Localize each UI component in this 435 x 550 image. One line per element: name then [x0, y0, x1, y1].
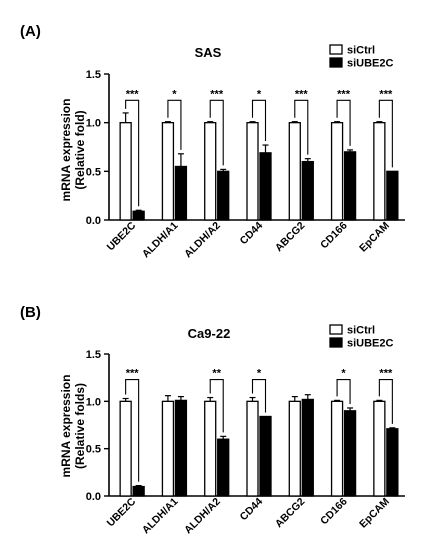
significance-label: * [341, 368, 346, 380]
x-tick-label: ABCG2 [273, 496, 308, 531]
bar-sictrl [246, 400, 259, 497]
y-tick-label: 1.5 [86, 69, 101, 81]
significance-label: *** [210, 88, 224, 100]
bar-sictrl [330, 400, 344, 497]
x-tick-label: EpCAM [357, 495, 392, 530]
significance-label: *** [337, 88, 351, 100]
y-tick-label: 1.5 [86, 349, 101, 361]
y-tick-label: 0.0 [86, 491, 101, 503]
x-tick-label: ABCG2 [273, 220, 308, 255]
y-axis-label-line: mRNA expression [59, 375, 73, 478]
significance-bracket [209, 99, 224, 166]
bar-sictrl [161, 400, 175, 497]
significance-label: * [257, 88, 262, 100]
x-tick-label: ALDH/A1 [140, 496, 181, 537]
legend-swatch-siube2c [329, 337, 343, 348]
bar-siube2c [386, 428, 399, 497]
y-tick-label: 0.5 [86, 166, 101, 178]
x-tick-label: UBE2C [105, 495, 139, 529]
bar-siube2c [301, 160, 314, 221]
bar-siube2c [217, 438, 230, 497]
bar-siube2c [301, 398, 314, 497]
significance-bracket [167, 99, 182, 150]
bar-siube2c [343, 410, 357, 497]
legend-label: siUBE2C [347, 58, 394, 70]
significance-label: *** [126, 88, 140, 100]
significance-bracket [336, 99, 351, 146]
x-tick-label: UBE2C [105, 219, 139, 253]
y-axis-label-line: mRNA expression [59, 99, 73, 202]
bar-sictrl [288, 122, 301, 221]
bar-siube2c [217, 170, 230, 221]
significance-label: *** [379, 88, 393, 100]
bar-siube2c [132, 210, 145, 221]
y-tick-label: 1.0 [86, 118, 101, 130]
significance-bracket [251, 379, 267, 413]
significance-label: * [257, 368, 262, 380]
chart-panel-b: (B) Ca9-22 mRNA expression(Relative folds)… [20, 304, 405, 536]
significance-label: *** [126, 368, 140, 380]
bar-sictrl [373, 122, 386, 221]
x-tick-label: CD44 [238, 496, 266, 524]
bar-sictrl [288, 400, 301, 497]
y-axis-label: mRNA expression(Relative fold) [59, 99, 87, 202]
chart-title: Ca9-22 [188, 326, 231, 341]
x-tick-label: EpCAM [357, 219, 392, 254]
legend-swatch-sictrl [329, 44, 343, 55]
bar-siube2c [386, 170, 399, 221]
significance-bracket [209, 379, 224, 433]
bar-siube2c [174, 165, 188, 221]
bar-siube2c [259, 152, 272, 221]
significance-bracket [378, 99, 393, 168]
x-tick-label: CD166 [318, 220, 350, 252]
y-tick-label: 0.5 [86, 444, 101, 456]
bar-sictrl [119, 122, 132, 221]
legend-label: siCtrl [347, 325, 375, 337]
significance-bracket [378, 379, 393, 424]
bar-siube2c [343, 151, 357, 221]
bar-sictrl [204, 122, 217, 221]
bar-siube2c [259, 415, 272, 497]
bar-sictrl [204, 400, 217, 497]
bar-siube2c [132, 485, 145, 497]
bar-sictrl [373, 400, 386, 497]
x-tick-label: CD44 [238, 220, 266, 248]
bar-sictrl [119, 400, 132, 497]
legend-label: siUBE2C [347, 338, 394, 350]
panel-label: (B) [20, 304, 41, 321]
significance-bracket [125, 99, 140, 207]
legend-swatch-sictrl [329, 324, 343, 335]
bar-sictrl [246, 122, 259, 221]
y-axis-label-line: (Relative folds) [73, 383, 87, 469]
significance-label: *** [295, 88, 309, 100]
bar-siube2c [174, 399, 188, 497]
significance-label: *** [379, 368, 393, 380]
y-tick-label: 1.0 [86, 396, 101, 408]
legend-swatch-siube2c [329, 57, 343, 68]
x-tick-label: ALDH/A2 [182, 496, 223, 537]
bar-sictrl [330, 122, 344, 221]
panel-label: (A) [20, 23, 41, 40]
significance-bracket [125, 379, 140, 482]
significance-bracket [251, 99, 267, 142]
x-tick-label: CD166 [318, 496, 350, 528]
bar-sictrl [161, 122, 175, 221]
chart-title: SAS [195, 45, 222, 60]
legend-label: siCtrl [347, 45, 375, 57]
y-axis-label-line: (Relative fold) [73, 110, 87, 189]
significance-bracket [294, 99, 309, 155]
y-tick-label: 0.0 [86, 215, 101, 227]
x-tick-label: ALDH/A1 [140, 220, 181, 261]
chart-panel-a: (A) SAS mRNA expression(Relative fold) 0.0 0… [20, 23, 405, 260]
x-tick-label: ALDH/A2 [182, 220, 223, 261]
significance-label: ** [212, 368, 221, 380]
significance-label: * [172, 88, 177, 100]
significance-bracket [336, 379, 351, 404]
y-axis-label: mRNA expression(Relative folds) [59, 375, 87, 478]
